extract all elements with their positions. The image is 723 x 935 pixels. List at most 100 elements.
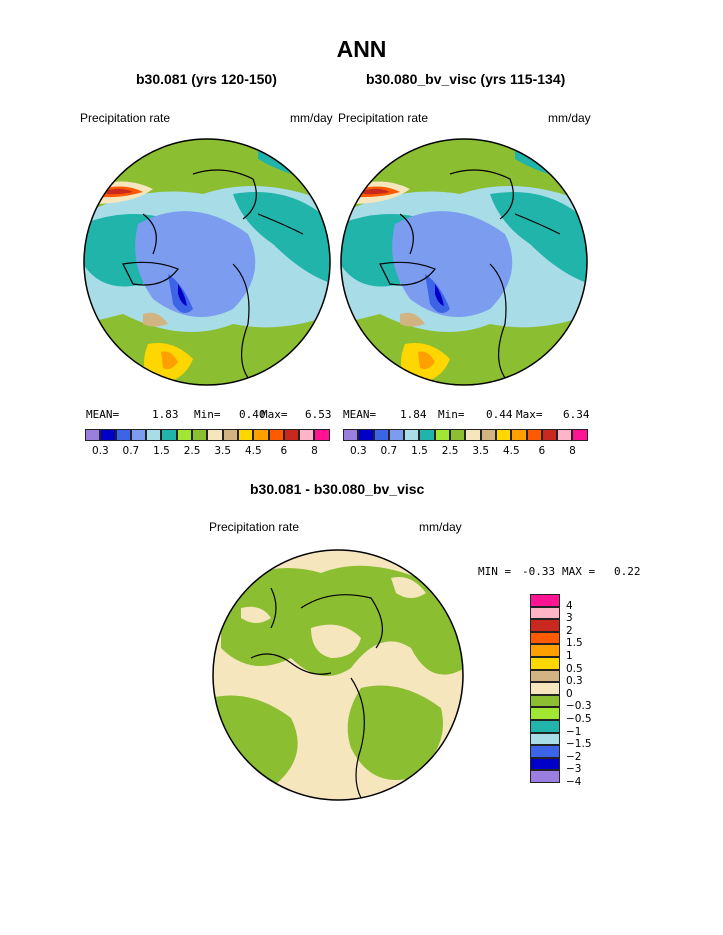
right-mean-value: 1.84 [400, 408, 427, 421]
colorbar-swatch [237, 429, 254, 441]
left-colorbar [85, 429, 330, 441]
right-min-label: Min= [438, 408, 465, 421]
colorbar-tick-label: 2.5 [183, 445, 201, 457]
left-max-label: Max= [261, 408, 288, 421]
colorbar-swatch [388, 429, 405, 441]
colorbar-tick-label: 3 [566, 612, 573, 625]
right-polar-map [340, 138, 588, 386]
colorbar-swatch [130, 429, 147, 441]
colorbar-swatch [530, 757, 560, 771]
diff-min-label: MIN = [478, 565, 512, 578]
right-max-value: 6.34 [563, 408, 590, 421]
colorbar-tick-label: −2 [566, 750, 582, 763]
colorbar-tick-label: 0.7 [380, 445, 398, 457]
left-subtitle: b30.081 (yrs 120-150) [136, 71, 277, 87]
colorbar-tick-label: 1.5 [566, 637, 583, 650]
colorbar-swatch [450, 429, 466, 441]
colorbar-tick-label: 0.7 [122, 445, 140, 457]
colorbar-swatch [283, 429, 300, 441]
colorbar-swatch [404, 429, 420, 441]
left-units-label: mm/day [290, 111, 333, 125]
colorbar-swatch [268, 429, 284, 441]
colorbar-swatch [465, 429, 481, 441]
colorbar-swatch [526, 429, 542, 441]
colorbar-swatch [253, 429, 269, 441]
diff-max-label: MAX = [562, 565, 596, 578]
diff-units-label: mm/day [419, 520, 462, 534]
diff-polar-map [212, 549, 464, 801]
colorbar-tick-label: 8 [311, 445, 318, 457]
colorbar-swatch [557, 429, 573, 441]
colorbar-swatch [314, 429, 330, 441]
colorbar-swatch [541, 429, 558, 441]
left-min-label: Min= [194, 408, 221, 421]
colorbar-tick-label: 0.3 [566, 675, 583, 688]
colorbar-swatch [434, 429, 451, 441]
colorbar-tick-label: 2 [566, 624, 573, 637]
left-mean-label: MEAN= [86, 408, 120, 421]
colorbar-swatch [419, 429, 435, 441]
colorbar-swatch [373, 429, 389, 441]
diff-subtitle: b30.081 - b30.080_bv_visc [250, 481, 425, 497]
colorbar-tick-label: 1.5 [153, 445, 170, 457]
colorbar-tick-label: 1.5 [411, 445, 428, 457]
colorbar-tick-label: −1.5 [566, 738, 592, 751]
left-polar-map [83, 138, 331, 386]
colorbar-swatch [530, 707, 560, 720]
colorbar-tick-label: 3.5 [214, 445, 232, 457]
colorbar-swatch [511, 429, 527, 441]
diff-variable-label: Precipitation rate [209, 520, 300, 534]
colorbar-swatch [192, 429, 208, 441]
colorbar-tick-label: −4 [566, 776, 582, 788]
colorbar-swatch [161, 429, 177, 441]
colorbar-swatch [572, 429, 588, 441]
colorbar-swatch [530, 732, 560, 746]
colorbar-tick-label: −1 [566, 725, 582, 738]
colorbar-tick-label: 0.3 [349, 445, 367, 457]
colorbar-tick-label: 4.5 [502, 445, 520, 457]
colorbar-swatch [299, 429, 315, 441]
colorbar-tick-label: 0.3 [91, 445, 109, 457]
colorbar-swatch [530, 644, 560, 657]
right-units-label: mm/day [548, 111, 591, 125]
diff-colorbar [530, 594, 560, 783]
colorbar-swatch [530, 745, 560, 758]
colorbar-swatch [85, 429, 101, 441]
colorbar-swatch [530, 719, 560, 733]
colorbar-swatch [530, 606, 560, 620]
colorbar-tick-label: 0 [566, 687, 573, 700]
colorbar-tick-label: −0.5 [566, 713, 592, 725]
colorbar-swatch [530, 594, 560, 607]
colorbar-tick-label: −3 [566, 763, 582, 776]
right-min-value: 0.44 [486, 408, 513, 421]
colorbar-swatch [530, 694, 560, 708]
colorbar-swatch [495, 429, 512, 441]
colorbar-tick-label: 3.5 [472, 445, 490, 457]
right-max-label: Max= [516, 408, 543, 421]
colorbar-tick-label: 6 [280, 445, 288, 457]
diff-max-value: 0.22 [614, 565, 641, 578]
colorbar-swatch [207, 429, 223, 441]
colorbar-swatch [530, 619, 560, 632]
colorbar-swatch [176, 429, 193, 441]
colorbar-swatch [530, 669, 560, 683]
colorbar-swatch [100, 429, 116, 441]
left-max-value: 6.53 [305, 408, 332, 421]
colorbar-swatch [343, 429, 359, 441]
colorbar-swatch [530, 656, 560, 670]
left-mean-value: 1.83 [152, 408, 179, 421]
left-min-value: 0.40 [239, 408, 266, 421]
colorbar-swatch [358, 429, 374, 441]
colorbar-tick-label: −0.3 [566, 700, 592, 713]
colorbar-swatch [146, 429, 162, 441]
colorbar-swatch [530, 770, 560, 783]
colorbar-tick-label: 4.5 [244, 445, 262, 457]
left-variable-label: Precipitation rate [80, 111, 171, 125]
right-colorbar [343, 429, 588, 441]
colorbar-tick-label: 0.5 [566, 662, 583, 675]
right-mean-label: MEAN= [343, 408, 377, 421]
main-title: ANN [336, 36, 387, 62]
colorbar-tick-label: 8 [569, 445, 576, 457]
colorbar-tick-label: 6 [538, 445, 546, 457]
colorbar-tick-label: 1 [566, 650, 573, 662]
